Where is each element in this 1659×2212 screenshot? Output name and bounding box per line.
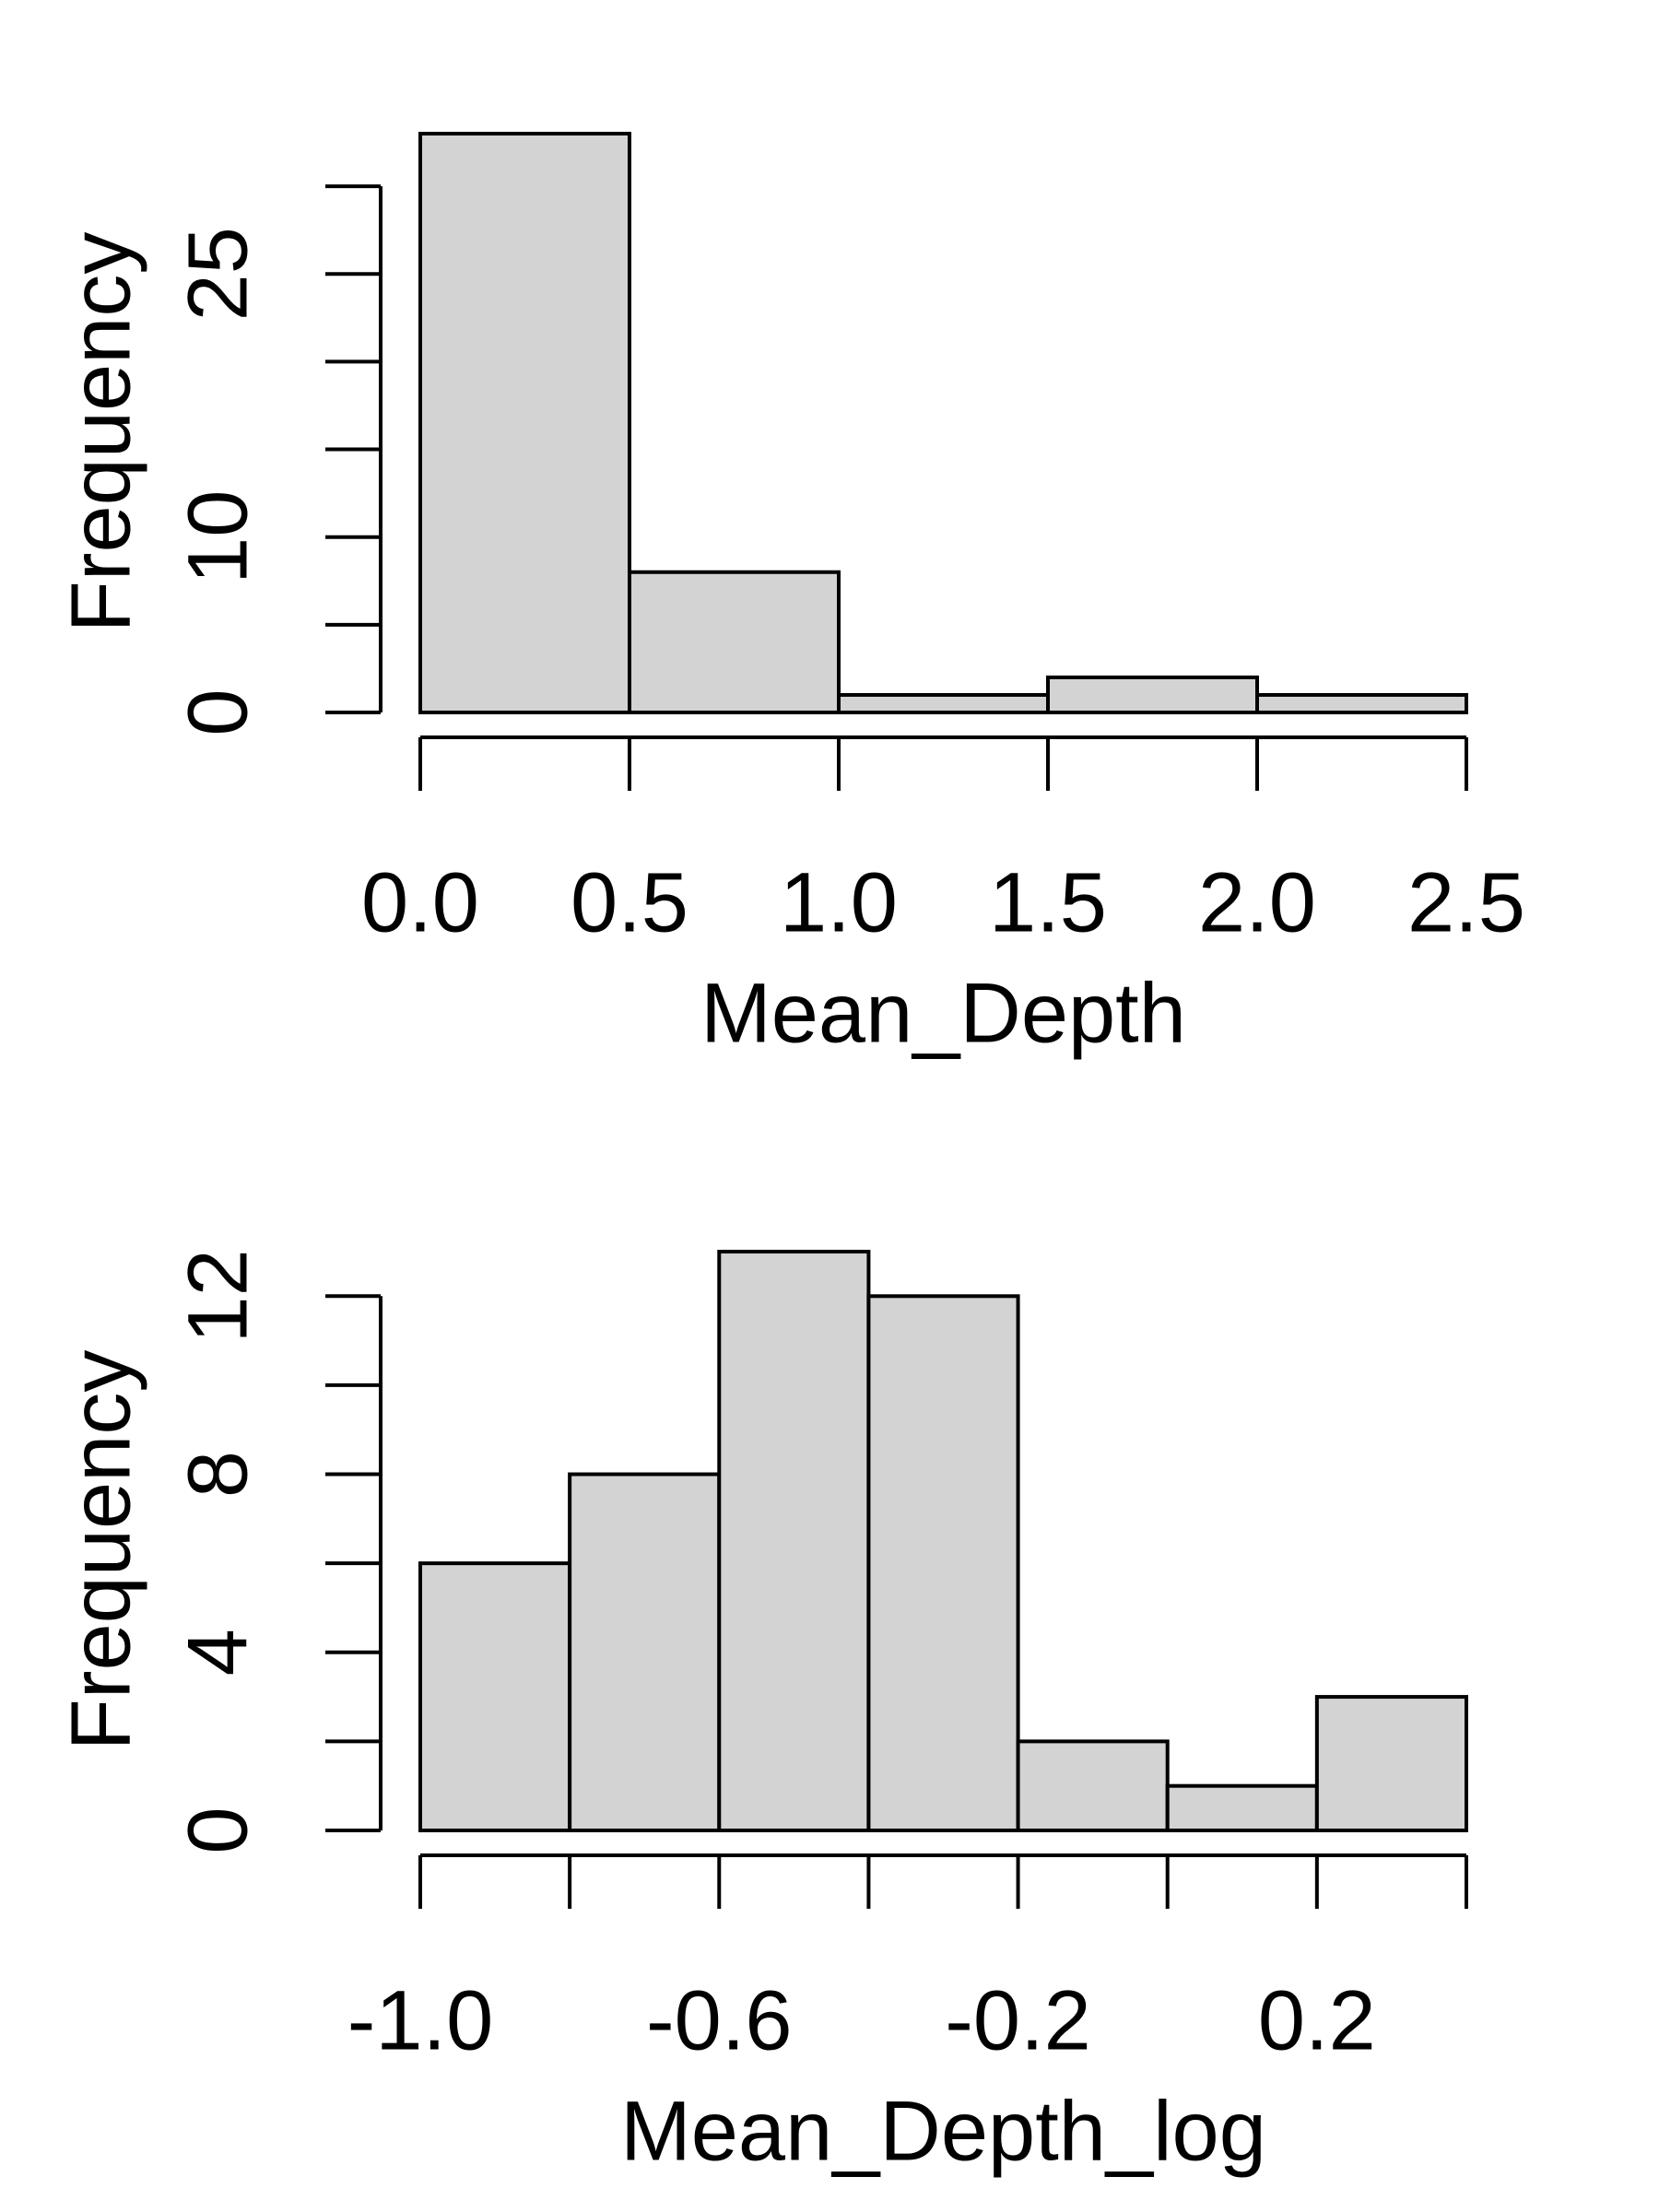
y-axis-title: Frequency (53, 232, 147, 633)
bar (866, 1294, 1020, 1833)
y-tick-label: 12 (171, 1249, 265, 1343)
x-tick-label: 1.5 (989, 855, 1107, 949)
bar (418, 1561, 572, 1832)
y-tick-label: 4 (171, 1629, 265, 1676)
x-tick-label: -0.6 (646, 1973, 793, 2067)
y-tick-label: 0 (171, 688, 265, 735)
y-tick-label: 8 (171, 1451, 265, 1498)
bar (1046, 675, 1259, 714)
x-axis-title: Mean_Depth_log (620, 2084, 1266, 2178)
bar (717, 1250, 871, 1832)
x-tick-label: 0.0 (361, 855, 479, 949)
y-tick-label: 25 (171, 227, 265, 321)
bar (1165, 1783, 1319, 1832)
bar (418, 132, 631, 714)
x-axis-title: Mean_Depth (700, 966, 1186, 1060)
bar (628, 570, 841, 714)
bar (1016, 1739, 1170, 1833)
y-axis-title: Frequency (53, 1350, 147, 1751)
x-tick-label: 2.5 (1407, 855, 1525, 949)
x-tick-label: -0.2 (945, 1973, 1091, 2067)
x-tick-label: 2.0 (1198, 855, 1316, 949)
x-tick-label: 1.0 (780, 855, 898, 949)
bar (1314, 1695, 1469, 1832)
y-tick-label: 10 (171, 490, 265, 584)
x-tick-label: -1.0 (347, 1973, 494, 2067)
bar (1255, 692, 1468, 715)
y-tick-label: 0 (171, 1806, 265, 1853)
bar (568, 1472, 722, 1832)
bar (837, 692, 1050, 715)
x-tick-label: 0.5 (571, 855, 688, 949)
x-tick-label: 0.2 (1258, 1973, 1376, 2067)
